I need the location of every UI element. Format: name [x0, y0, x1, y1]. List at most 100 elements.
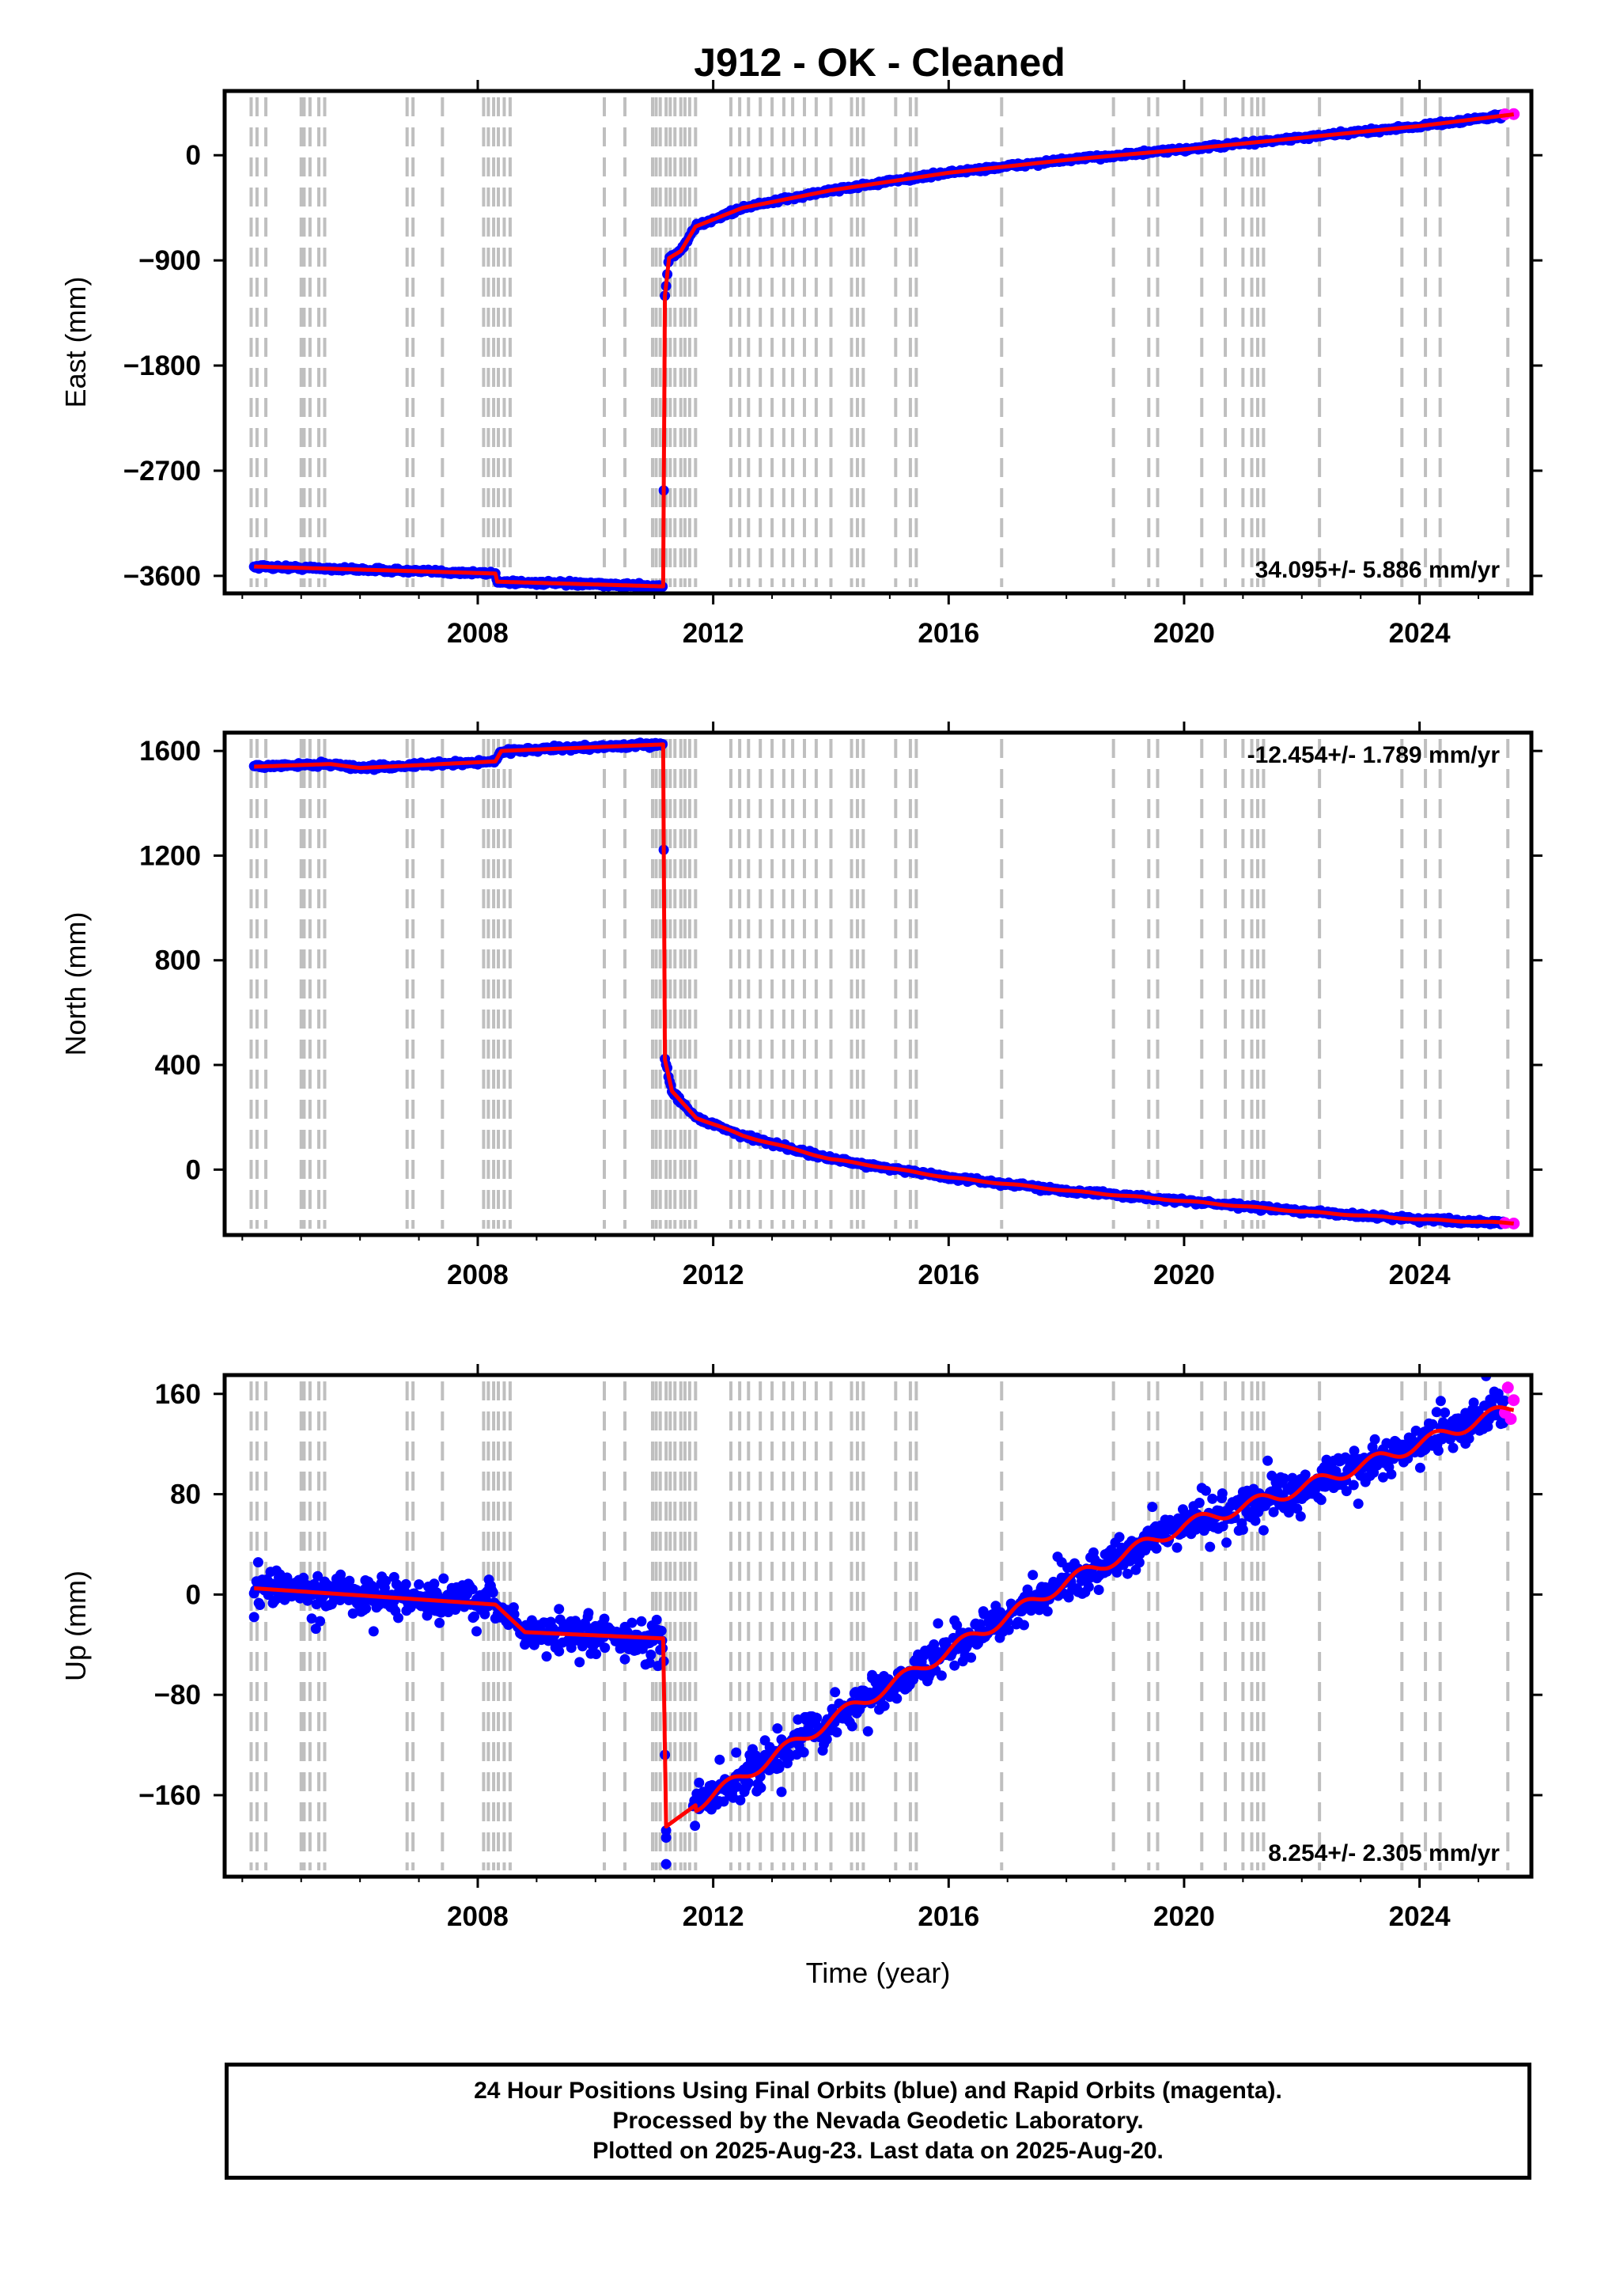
x-tick-label: 2012: [683, 1901, 744, 1932]
x-tick-label: 2016: [918, 618, 979, 649]
data-point: [1283, 1502, 1294, 1514]
x-tick-label: 2016: [918, 1901, 979, 1932]
data-point: [776, 1786, 787, 1798]
data-point: [1065, 1562, 1076, 1573]
data-point: [1011, 1619, 1022, 1630]
up-panel: 2008 2012 2016 2020 2024 160 80 0 −80 −160 Up (mm)…: [59, 1364, 1542, 1989]
y-tick-label: 1200: [139, 840, 201, 871]
data-point: [429, 1578, 440, 1589]
data-point: [1300, 1469, 1311, 1480]
x-tick-label: 2020: [1153, 618, 1215, 649]
rapid-point: [1508, 108, 1520, 120]
y-tick-label: −1800: [123, 350, 201, 381]
y-tick-label: −3600: [123, 561, 201, 592]
data-point: [368, 1626, 379, 1637]
outlier-point: [660, 1858, 672, 1870]
data-point: [1237, 1524, 1248, 1535]
data-point: [1217, 1488, 1228, 1499]
data-point: [1295, 1511, 1306, 1522]
data-point: [1440, 1408, 1451, 1418]
data-point: [1448, 1442, 1459, 1453]
y-tick-label: −2700: [123, 456, 201, 487]
footer-caption-box: 24 Hour Positions Using Final Orbits (bl…: [225, 2063, 1531, 2180]
data-point: [1315, 1495, 1327, 1506]
data-point: [1130, 1564, 1141, 1575]
data-point: [1081, 1573, 1092, 1584]
x-tick-label: 2008: [447, 618, 509, 649]
data-point: [978, 1606, 989, 1617]
data-point: [1138, 1544, 1149, 1555]
data-point: [871, 1673, 882, 1684]
y-tick-label: −80: [154, 1680, 201, 1711]
data-point: [784, 1751, 795, 1762]
data-point: [384, 1601, 396, 1612]
figure-title: J912 - OK - Cleaned: [694, 40, 1065, 85]
data-point: [694, 1777, 705, 1788]
rapid-point: [1504, 1412, 1517, 1425]
data-point: [566, 1642, 577, 1654]
data-point: [1179, 1508, 1190, 1519]
data-point: [743, 1778, 754, 1788]
data-point: [298, 1572, 309, 1583]
data-point: [471, 1626, 482, 1637]
velocity-annotation: 8.254+/- 2.305 mm/yr: [1268, 1840, 1500, 1866]
data-point: [255, 1600, 266, 1610]
data-point: [990, 1601, 1001, 1612]
data-point: [508, 1602, 519, 1613]
data-point: [1320, 1481, 1330, 1492]
footer-line-dates: Plotted on 2025-Aug-23. Last data on 202…: [592, 2138, 1164, 2164]
rapid-point: [1501, 1381, 1514, 1394]
data-point: [1110, 1537, 1121, 1548]
y-tick-label: 0: [186, 140, 201, 171]
data-point: [1460, 1408, 1471, 1419]
y-axis-label: North (mm): [59, 912, 92, 1056]
rapid-point: [1508, 1394, 1520, 1407]
data-point: [850, 1687, 861, 1698]
data-point: [1349, 1445, 1360, 1457]
data-point: [434, 1617, 445, 1628]
plot-area: [248, 1375, 1520, 1870]
data-point: [714, 1754, 725, 1765]
data-point: [698, 1786, 709, 1798]
data-point: [817, 1745, 828, 1756]
data-point: [842, 1707, 853, 1718]
plot-frame: [222, 1373, 1534, 1879]
data-point: [554, 1604, 565, 1615]
data-point: [554, 1646, 565, 1657]
data-point: [755, 1783, 766, 1794]
data-point: [1353, 1498, 1364, 1510]
x-tick-label: 2012: [683, 1260, 744, 1290]
data-point: [400, 1578, 411, 1589]
data-point: [804, 1711, 816, 1722]
data-point: [1435, 1396, 1446, 1407]
x-tick-label: 2024: [1389, 1260, 1451, 1290]
data-point: [248, 1612, 259, 1623]
data-point: [1394, 1439, 1405, 1450]
footer-line-lab: Processed by the Nevada Geodetic Laborat…: [612, 2108, 1144, 2134]
data-point: [619, 1654, 630, 1665]
plot-area: [248, 737, 1520, 1229]
data-point: [986, 1616, 997, 1627]
data-point: [1345, 1457, 1356, 1468]
data-point: [649, 1624, 659, 1635]
data-point: [1468, 1397, 1479, 1408]
y-tick-label: −900: [138, 245, 201, 276]
x-tick-label: 2008: [447, 1901, 509, 1932]
data-point: [591, 1649, 602, 1660]
data-point: [739, 1786, 750, 1798]
data-point: [360, 1575, 371, 1586]
data-point: [1250, 1515, 1261, 1526]
data-point: [1270, 1483, 1281, 1495]
data-point: [854, 1703, 865, 1714]
data-point: [1242, 1485, 1253, 1496]
data-point: [1205, 1541, 1216, 1552]
y-tick-label: 400: [155, 1050, 201, 1081]
data-point: [879, 1700, 890, 1711]
data-point: [388, 1571, 399, 1582]
velocity-annotation: 34.095+/- 5.886 mm/yr: [1255, 557, 1501, 583]
data-point: [414, 1579, 425, 1590]
y-tick-label: 160: [155, 1379, 201, 1410]
y-axis-label: Up (mm): [59, 1570, 92, 1681]
plot-frame: [222, 89, 1534, 596]
data-point: [899, 1680, 910, 1691]
